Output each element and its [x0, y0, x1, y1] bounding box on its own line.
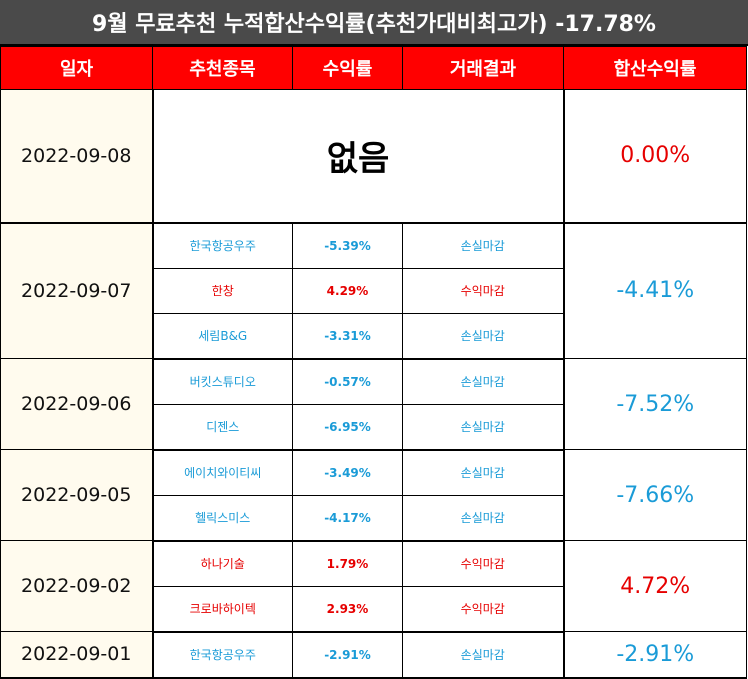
- stock-name: 세림B&G: [152, 312, 293, 360]
- table-row: 2022-09-01 한국항공우주 -2.91% 손실마감 -2.91%: [0, 631, 747, 679]
- cumulative-return: -2.91%: [562, 631, 747, 679]
- date-cell: 2022-09-08: [0, 89, 154, 224]
- no-recommendation: 없음: [152, 89, 564, 224]
- sheet-title: 9월 무료추천 누적합산수익률(추천가대비최고가) -17.78%: [0, 0, 748, 46]
- cumulative-return: -7.66%: [562, 449, 747, 541]
- stock-return: -2.91%: [292, 631, 403, 679]
- stock-name: 한국항공우주: [152, 631, 293, 679]
- table-row: 세림B&G -3.31% 손실마감: [1, 312, 747, 360]
- header-date: 일자: [0, 46, 153, 90]
- header-return: 수익률: [292, 46, 403, 90]
- trade-result: 손실마감: [402, 449, 564, 496]
- trade-result: 손실마감: [402, 631, 564, 679]
- stock-return: -5.39%: [292, 222, 403, 269]
- trade-result: 손실마감: [402, 494, 564, 542]
- table-row: 한창 4.29% 수익마감: [1, 267, 747, 314]
- trade-result: 수익마감: [402, 540, 564, 587]
- table-row: 2022-09-05 에이치와이티씨 -3.49% 손실마감 -7.66%: [0, 449, 747, 541]
- table-body: 2022-09-08 없음 0.00% 2022-09-07 한국항공우주 -5.39% 손…: [0, 89, 747, 679]
- stock-return: 2.93%: [292, 585, 403, 633]
- stock-return: -4.17%: [292, 494, 403, 542]
- cumulative-return: 0.00%: [562, 89, 747, 224]
- stock-return: -0.57%: [292, 358, 403, 405]
- stock-name: 헬릭스미스: [152, 494, 293, 542]
- stock-return: -3.31%: [292, 312, 403, 360]
- table-row: 2022-09-07 한국항공우주 -5.39% 손실마감 -4.41%: [0, 222, 747, 359]
- table-row: 디젠스 -6.95% 손실마감: [1, 403, 747, 451]
- table-row: 크로바하이텍 2.93% 수익마감: [1, 585, 747, 633]
- stock-return: 4.29%: [292, 267, 403, 314]
- date-cell: 2022-09-02: [0, 540, 154, 632]
- trade-result: 손실마감: [402, 358, 564, 405]
- date-cell: 2022-09-06: [0, 358, 154, 450]
- header-stock: 추천종목: [152, 46, 293, 90]
- stock-name: 에이치와이티씨: [152, 449, 293, 496]
- stock-name: 한국항공우주: [152, 222, 293, 269]
- trade-result: 손실마감: [402, 312, 564, 360]
- trade-result: 손실마감: [402, 403, 564, 451]
- header-result: 거래결과: [402, 46, 564, 90]
- stock-name: 버킷스튜디오: [152, 358, 293, 405]
- date-cell: 2022-09-07: [0, 222, 154, 359]
- stock-name: 하나기술: [152, 540, 293, 587]
- stock-name: 크로바하이텍: [152, 585, 293, 633]
- table-row: 헬릭스미스 -4.17% 손실마감: [1, 494, 747, 542]
- stock-name: 한창: [152, 267, 293, 314]
- stock-name: 디젠스: [152, 403, 293, 451]
- table-row: 2022-09-02 하나기술 1.79% 수익마감 4.72%: [0, 540, 747, 632]
- date-cell: 2022-09-05: [0, 449, 154, 541]
- cumulative-return: 4.72%: [562, 540, 747, 632]
- stock-return: -3.49%: [292, 449, 403, 496]
- trade-result: 수익마감: [402, 585, 564, 633]
- table-row: 2022-09-06 버킷스튜디오 -0.57% 손실마감 -7.52%: [0, 358, 747, 450]
- cumulative-return: -4.41%: [562, 222, 747, 359]
- recommendation-table: 일자 추천종목 수익률 거래결과 합산수익률 2022-09-08 없음 0.00%…: [0, 46, 747, 679]
- trade-result: 수익마감: [402, 267, 564, 314]
- cumulative-return: -7.52%: [562, 358, 747, 450]
- table-row: 2022-09-08 없음 0.00%: [0, 89, 747, 224]
- trade-result: 손실마감: [402, 222, 564, 269]
- stock-return: 1.79%: [292, 540, 403, 587]
- header-cumulative: 합산수익률: [563, 46, 747, 90]
- stock-return: -6.95%: [292, 403, 403, 451]
- date-cell: 2022-09-01: [0, 631, 154, 679]
- header-row: 일자 추천종목 수익률 거래결과 합산수익률: [0, 46, 747, 90]
